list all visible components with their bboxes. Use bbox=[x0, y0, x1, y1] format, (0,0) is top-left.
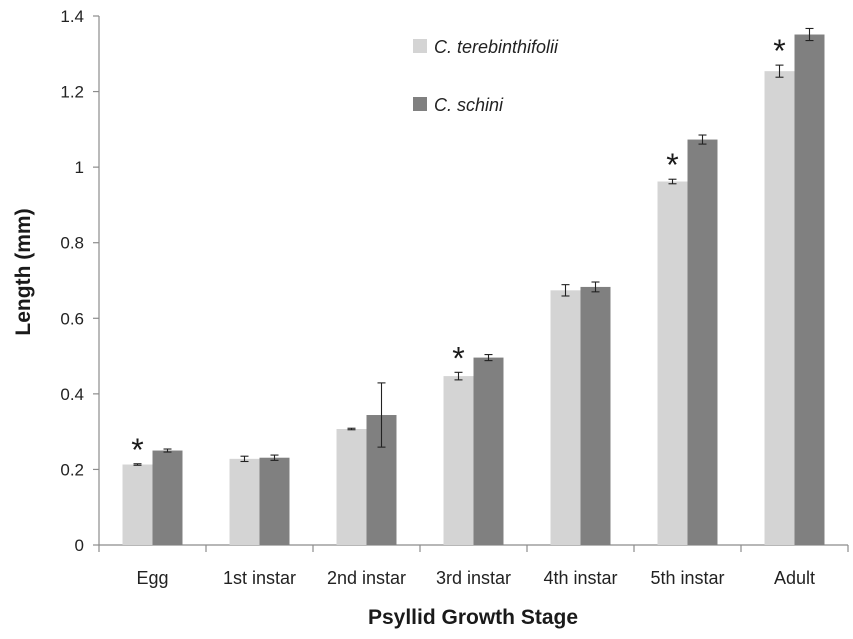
y-tick-label: 1.2 bbox=[60, 83, 84, 102]
x-axis-title: Psyllid Growth Stage bbox=[368, 606, 578, 629]
plot-area: 0 0.2 0.4 0.6 0.8 1 1.2 1.4 Egg 1st instar 2nd ins… bbox=[60, 7, 849, 588]
legend: C. terebinthifolii C. schini bbox=[413, 37, 559, 115]
y-tick-label: 0.8 bbox=[60, 234, 84, 253]
bar bbox=[473, 357, 504, 545]
significance-marker: * bbox=[452, 340, 464, 376]
bar bbox=[152, 450, 183, 545]
legend-swatch bbox=[413, 97, 427, 111]
significance-marker: * bbox=[773, 33, 785, 69]
y-tick-label: 0.4 bbox=[60, 385, 84, 404]
x-tick-label: 2nd instar bbox=[327, 568, 406, 588]
legend-swatch bbox=[413, 39, 427, 53]
bar bbox=[657, 181, 688, 545]
bar bbox=[443, 376, 474, 545]
bar bbox=[122, 464, 153, 545]
bar bbox=[550, 290, 581, 545]
bar bbox=[229, 458, 260, 545]
x-tick-label: Adult bbox=[774, 568, 815, 588]
bar bbox=[794, 34, 825, 545]
bar bbox=[687, 139, 718, 546]
x-tick-label: 3rd instar bbox=[436, 568, 511, 588]
bar bbox=[336, 428, 367, 545]
y-tick-label: 0 bbox=[75, 536, 84, 555]
significance-marker: * bbox=[131, 432, 143, 468]
x-tick-label: 5th instar bbox=[650, 568, 724, 588]
y-tick-label: 0.2 bbox=[60, 460, 84, 479]
x-tick-label: 1st instar bbox=[223, 568, 296, 588]
y-axis-title: Length (mm) bbox=[12, 208, 35, 335]
y-tick-label: 1 bbox=[75, 158, 84, 177]
significance-marker: * bbox=[666, 147, 678, 183]
x-tick-label: Egg bbox=[136, 568, 168, 588]
bar bbox=[259, 457, 290, 545]
bar bbox=[580, 286, 611, 545]
legend-label: C. schini bbox=[434, 95, 504, 115]
y-tick-label: 0.6 bbox=[60, 309, 84, 328]
bar bbox=[764, 71, 795, 545]
x-tick-label: 4th instar bbox=[543, 568, 617, 588]
y-tick-label: 1.4 bbox=[60, 7, 84, 26]
legend-label: C. terebinthifolii bbox=[434, 37, 559, 57]
